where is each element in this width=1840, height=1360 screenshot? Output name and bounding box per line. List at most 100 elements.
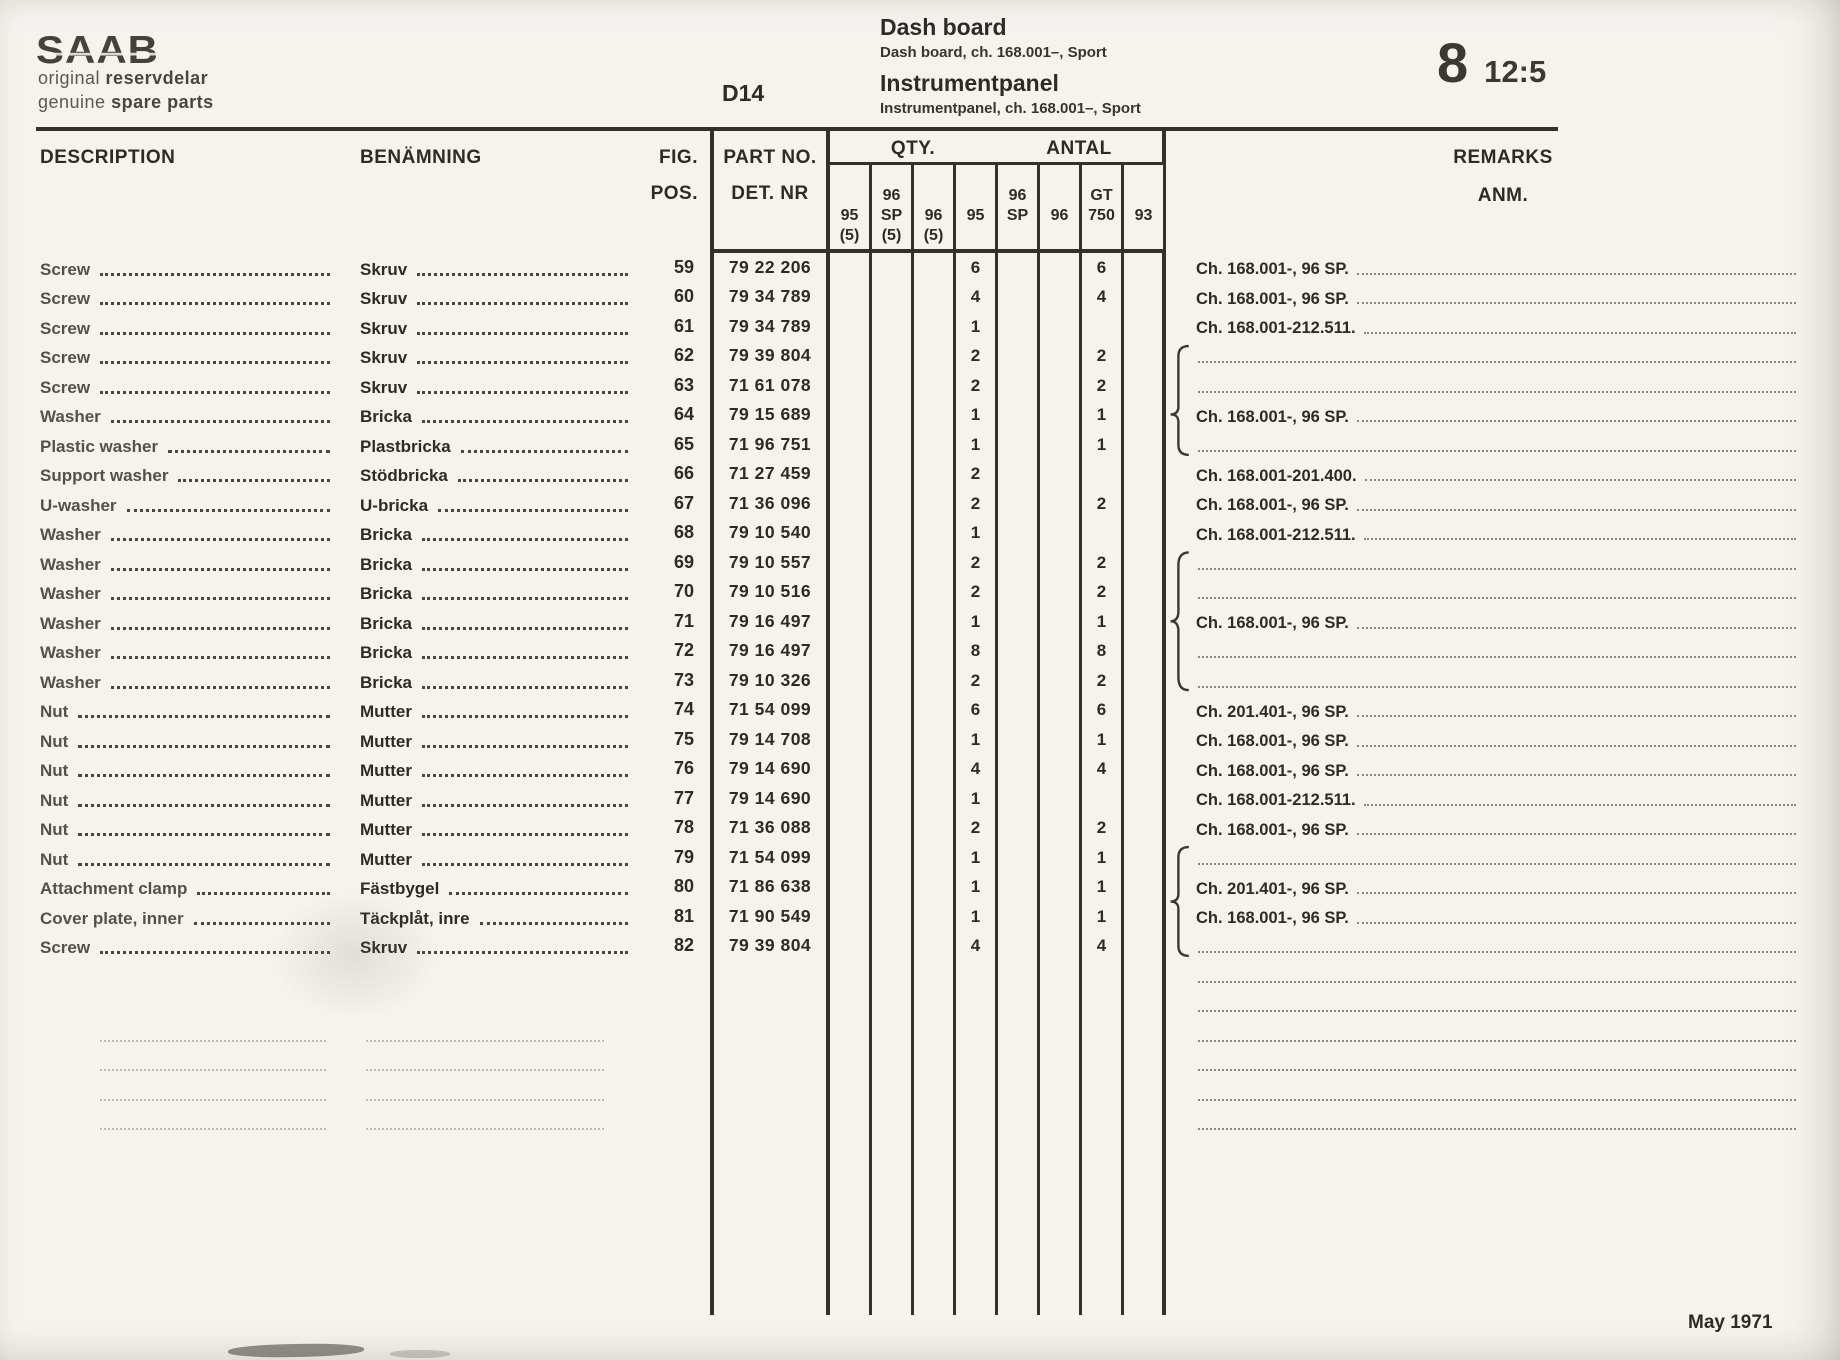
qty-cell (1124, 577, 1166, 607)
qty-cell (998, 371, 1040, 401)
table-row (36, 1020, 1840, 1050)
description-cell: Nut (36, 814, 356, 844)
qty-cell: 4 (956, 754, 998, 784)
qty-subheader-label: (5) (839, 227, 860, 244)
qty-subheader: GT 750 (1082, 165, 1124, 253)
col-benamning: BENÄMNING (360, 147, 482, 168)
dotted-leader (1198, 951, 1796, 953)
dotted-leader (421, 656, 628, 659)
print-date: May 1971 (1688, 1312, 1773, 1333)
scan-artifact (227, 1342, 365, 1359)
fig-pos-cell (644, 1256, 710, 1286)
description-cell: Washer (36, 607, 356, 637)
dotted-leader (421, 744, 628, 748)
fig-pos-cell: 82 (673, 935, 694, 955)
qty-cell (1040, 754, 1082, 784)
table-row: Screw Skruv 63 71 61 078 2 2 (36, 371, 1840, 401)
remarks-cell (1166, 1079, 1840, 1109)
qty-cell (1124, 312, 1166, 342)
dotted-leader (110, 538, 330, 541)
part-no-cell: 71 86 638 (710, 872, 830, 902)
table-row (36, 1226, 1840, 1256)
page-number: 8 12:5 (1437, 30, 1546, 95)
dotted-leader (417, 331, 628, 335)
qty-cell (998, 1226, 1040, 1256)
qty-cell (1124, 253, 1166, 283)
qty-cell (956, 1108, 998, 1138)
qty-cell (914, 931, 956, 961)
qty-cell (1124, 1167, 1166, 1197)
remarks-cell (1166, 342, 1840, 372)
dotted-leader (1198, 361, 1796, 363)
qty-cell (1040, 518, 1082, 548)
qty-cell (1040, 1079, 1082, 1109)
table-row (36, 1079, 1840, 1109)
fig-pos-cell: 78 (673, 817, 694, 837)
qty-cell (830, 902, 872, 932)
qty-cell (998, 1049, 1040, 1079)
part-no-cell: 79 34 789 (710, 282, 830, 312)
qty-cell: 4 (956, 282, 998, 312)
qty-cell (1040, 489, 1082, 519)
qty-cell (1040, 695, 1082, 725)
benamning-cell: Täckplåt, inre (356, 902, 644, 932)
qty-cell (998, 1167, 1040, 1197)
qty-subheader: 96 SP (5) (872, 165, 914, 253)
qty-cell (998, 666, 1040, 696)
benamning-cell: Bricka (356, 401, 644, 431)
description-cell: Washer (36, 578, 356, 608)
qty-cell (956, 1285, 998, 1315)
qty-cell (1124, 341, 1166, 371)
table-row: Washer Bricka 71 79 16 497 1 1 Ch. 168.001-, 9… (36, 607, 1840, 637)
dotted-leader (421, 597, 628, 600)
fig-pos-cell (644, 961, 710, 991)
qty-cell (914, 754, 956, 784)
qty-cell (830, 1049, 872, 1079)
qty-cell (1124, 695, 1166, 725)
qty-cell (998, 430, 1040, 460)
qty-cell (914, 872, 956, 902)
qty-cell (1082, 312, 1124, 342)
qty-cell (1124, 1256, 1166, 1286)
benamning-cell: Skruv (356, 283, 644, 313)
dotted-leader (1356, 774, 1796, 776)
qty-cell: 1 (1082, 607, 1124, 637)
col-fig-pos: FIG. POS. (644, 131, 710, 253)
qty-cell (914, 312, 956, 342)
qty-cell: 1 (956, 725, 998, 755)
qty-cell: 6 (1082, 253, 1124, 283)
dotted-leader (1198, 980, 1796, 983)
dotted-leader (449, 892, 628, 895)
benamning-cell: Bricka (356, 578, 644, 608)
qty-cell (914, 400, 956, 430)
qty-cell (1040, 872, 1082, 902)
dotted-leader (421, 862, 628, 866)
qty-cell (830, 636, 872, 666)
part-no-cell: 79 39 804 (710, 341, 830, 371)
dotted-leader (100, 951, 330, 954)
benamning-cell: Mutter (356, 696, 644, 726)
qty-cell: 1 (1082, 902, 1124, 932)
part-no-cell (710, 1108, 830, 1138)
remarks-cell: Ch. 168.001-, 96 SP. (1166, 755, 1840, 785)
qty-cell (1040, 253, 1082, 283)
qty-cell (998, 813, 1040, 843)
qty-cell: 1 (1082, 725, 1124, 755)
table-row: Nut Mutter 75 79 14 708 1 1 Ch. 168.001-, 96 S… (36, 725, 1840, 755)
title-en: Dash board (880, 14, 1007, 40)
dotted-leader (78, 862, 330, 866)
remarks-cell (1166, 1109, 1840, 1139)
qty-cell (914, 695, 956, 725)
qty-cell (872, 1285, 914, 1315)
dotted-leader (110, 597, 330, 600)
fig-pos-cell: 70 (673, 581, 694, 601)
qty-cell (998, 1256, 1040, 1286)
col-part-no: PART NO. DET. NR (710, 131, 830, 253)
title-block: Dash board Dash board, ch. 168.001–, Spo… (880, 16, 1141, 128)
part-no-cell: 79 34 789 (710, 312, 830, 342)
qty-cell (998, 931, 1040, 961)
qty-cell (1082, 1138, 1124, 1168)
qty-cell (914, 489, 956, 519)
qty-cell (830, 253, 872, 283)
